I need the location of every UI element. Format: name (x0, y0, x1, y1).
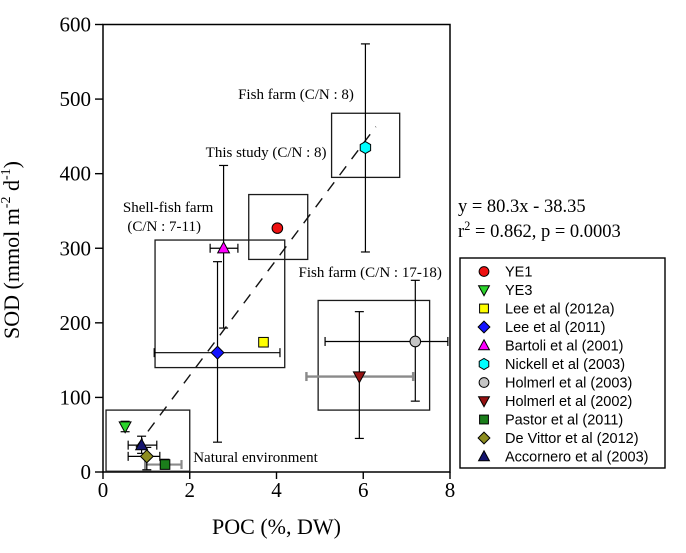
legend-item-lee2012a: Lee et al (2012a) (479, 302, 615, 318)
legend-item-bartoli2001: Bartoli et al (2001) (477, 338, 623, 355)
group-box-shellfish-farm (154, 239, 286, 369)
y-tick-label: 200 (60, 311, 92, 335)
x-axis-title: POC (%, DW) (212, 514, 341, 539)
data-point-ye3 (118, 421, 132, 434)
legend-label-ye1: YE1 (505, 265, 532, 281)
legend-item-ye3: YE3 (477, 283, 532, 299)
annotation-label-fish-farm-cn1718: Fish farm (C/N : 17-18) (299, 265, 442, 281)
legend: YE1 YE3 Lee et al (2012a) Lee et al (2011) B… (459, 257, 666, 469)
legend-item-pastor2011: Pastor et al (2011) (479, 413, 623, 429)
group-box-fish-farm-cn1718 (317, 299, 431, 411)
legend-item-devittor2012: De Vittor et al (2012) (477, 431, 639, 447)
x-tick-label: 0 (98, 478, 109, 502)
legend-label-devittor2012: De Vittor et al (2012) (505, 431, 639, 447)
legend-marker-devittor2012 (477, 431, 491, 445)
legend-label-lee2012a: Lee et al (2012a) (505, 302, 615, 318)
data-point-holmerl2002 (352, 371, 367, 384)
legend-marker-lee2011 (477, 320, 491, 334)
group-box-this-study (248, 193, 309, 261)
x-tick-label: 4 (271, 478, 282, 502)
legend-item-ye1: YE1 (478, 265, 532, 281)
annotation-label-fish-farm-cn8: Fish farm (C/N : 8) (238, 87, 354, 103)
data-point-nickell2003 (359, 140, 372, 155)
legend-marker-pastor2011 (479, 414, 489, 425)
legend-marker-bartoli2001 (477, 338, 491, 351)
legend-marker-accornero2003 (477, 449, 491, 462)
y-tick-label: 300 (60, 236, 92, 260)
annotation-label-natural-environment: Natural environment (193, 450, 318, 466)
legend-item-holmerl2003: Holmerl et al (2003) (478, 376, 632, 392)
legend-item-nickell2003: Nickell et al (2003) (478, 357, 625, 373)
legend-item-holmerl2002: Holmerl et al (2002) (477, 394, 632, 410)
data-point-lee2011 (210, 345, 225, 360)
y-tick-label: 400 (60, 162, 92, 186)
equation-line-2: r2 = 0.862, p = 0.0003 (458, 219, 621, 242)
legend-marker-nickell2003 (478, 357, 490, 371)
annotation-label-shellfish-line1: Shell-fish farm (123, 200, 214, 216)
legend-label-holmerl2003: Holmerl et al (2003) (505, 376, 632, 392)
legend-label-nickell2003: Nickell et al (2003) (505, 357, 625, 373)
x-tick-label: 6 (358, 478, 369, 502)
data-point-pastor2011 (159, 459, 171, 470)
regression-line (135, 126, 377, 448)
legend-label-bartoli2001: Bartoli et al (2001) (505, 339, 623, 355)
data-point-lee2012a (258, 336, 269, 348)
y-tick-label: 0 (81, 460, 92, 484)
legend-marker-ye3 (477, 285, 491, 297)
data-point-devittor2012 (139, 449, 154, 464)
group-box-natural-environment (105, 409, 191, 472)
legend-marker-holmerl2003 (478, 377, 490, 388)
data-point-holmerl2003 (409, 335, 422, 348)
legend-item-lee2011: Lee et al (2011) (477, 320, 606, 336)
legend-label-accornero2003: Accornero et al (2003) (505, 450, 648, 466)
legend-label-ye3: YE3 (505, 283, 532, 299)
y-axis-title: SOD (mmol m-2 d-1) (0, 161, 24, 339)
equation-line-1: y = 80.3x - 38.35 (458, 197, 586, 217)
y-tick-label: 500 (60, 87, 92, 111)
legend-marker-lee2012a (479, 303, 489, 314)
legend-box (459, 257, 666, 469)
data-point-bartoli2001 (216, 241, 231, 254)
annotation-label-shellfish-line2: (C/N : 7-11) (127, 219, 201, 235)
legend-label-lee2011: Lee et al (2011) (505, 320, 606, 336)
legend-label-pastor2011: Pastor et al (2011) (505, 413, 623, 429)
data-point-accornero2003 (134, 437, 149, 451)
legend-label-holmerl2002: Holmerl et al (2002) (505, 394, 632, 410)
legend-marker-ye1 (478, 266, 490, 277)
x-tick-label: 2 (185, 478, 196, 502)
x-tick-label: 8 (445, 478, 456, 502)
legend-item-accornero2003: Accornero et al (2003) (477, 449, 648, 466)
legend-marker-holmerl2002 (477, 396, 491, 408)
y-tick-label: 100 (60, 385, 92, 409)
y-tick-label: 600 (60, 13, 92, 37)
annotation-label-this-study: This study (C/N : 8) (206, 145, 327, 161)
error-bar-x-holmerl2003 (324, 336, 449, 346)
data-point-ye1 (271, 222, 284, 234)
